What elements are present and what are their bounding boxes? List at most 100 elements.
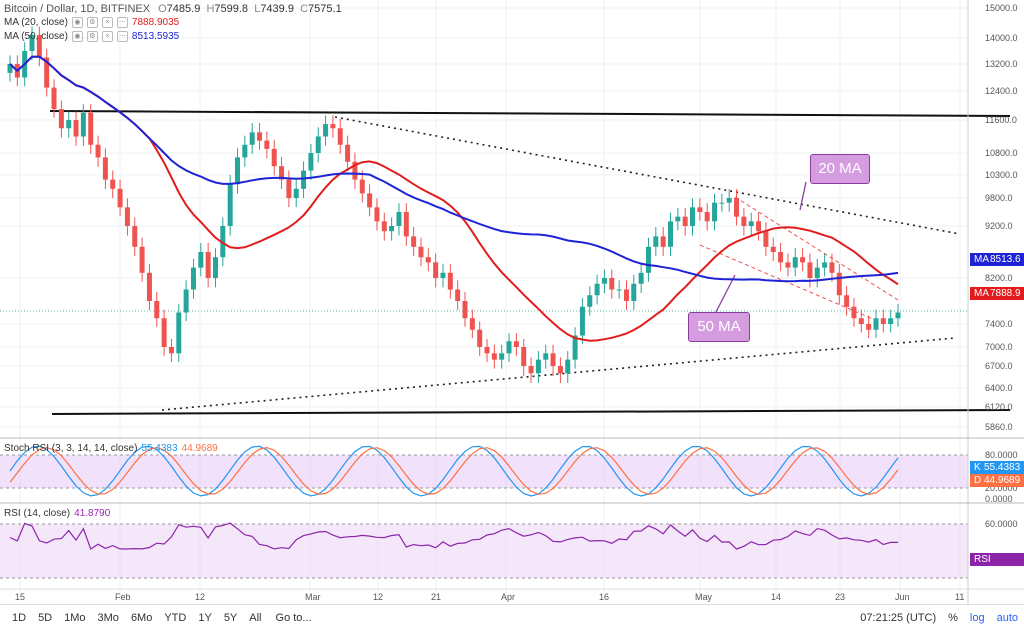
candle-body <box>212 257 218 278</box>
price-tick-label: 6700.0 <box>985 361 1013 371</box>
candle-body <box>506 341 512 354</box>
candle-body <box>550 353 556 366</box>
candle-body <box>557 366 563 374</box>
candle-body <box>95 144 101 158</box>
candle-body <box>697 207 703 212</box>
rsi-value-label: RSI41.8790 <box>970 553 1024 578</box>
candle-body <box>477 329 483 347</box>
candle-body <box>726 198 732 203</box>
close-icon[interactable]: × <box>101 17 113 28</box>
candle-body <box>124 207 130 226</box>
candle-body <box>161 318 167 347</box>
candle-body <box>73 120 79 137</box>
clock-readout: 07:21:25 (UTC) <box>860 612 937 624</box>
candle-body <box>352 161 358 180</box>
candle-body <box>645 246 651 273</box>
price-tick-label: 5860.0 <box>985 422 1013 432</box>
candle-body <box>337 128 343 145</box>
auto-toggle[interactable]: auto <box>996 612 1018 624</box>
candle-body <box>807 262 813 278</box>
candle-body <box>323 124 329 137</box>
candle-body <box>741 216 747 226</box>
candle-body <box>594 283 600 296</box>
more-icon[interactable]: ⋯ <box>116 31 128 42</box>
chart-header: Bitcoin / Dollar, 1D, BITFINEX O7485.9 H… <box>0 0 342 17</box>
candle-body <box>205 252 211 278</box>
time-tick-label: 15 <box>15 592 25 602</box>
stoch-rsi-legend[interactable]: Stoch RSI (3, 3, 14, 14, close) 55.4383 … <box>4 443 218 454</box>
ma50-price-label: MA8513.6 <box>970 253 1024 266</box>
candle-body <box>403 212 409 237</box>
candle-body <box>271 148 277 167</box>
timeframe-5d[interactable]: 5D <box>38 612 53 624</box>
candle-body <box>601 278 607 284</box>
timeframe-1y[interactable]: 1Y <box>198 612 212 624</box>
candle-body <box>176 312 182 354</box>
price-tick-label: 7400.0 <box>985 319 1013 329</box>
candle-body <box>235 157 241 185</box>
descending-trendline <box>334 116 961 235</box>
candle-body <box>132 226 138 247</box>
timeframe-5y[interactable]: 5Y <box>223 612 238 624</box>
candle-body <box>396 212 402 226</box>
annotation-pointer <box>715 274 736 313</box>
resistance-line <box>49 110 1011 117</box>
rsi-legend[interactable]: RSI (14, close) 41.8790 <box>4 508 111 519</box>
bottom-toolbar: 1D 5D 1Mo 3Mo 6Mo YTD 1Y 5Y All Go to...… <box>0 604 1024 631</box>
ma50-annotation[interactable]: 50 MA <box>688 312 750 342</box>
candle-body <box>279 166 285 180</box>
price-tick-label: 11600.0 <box>985 115 1017 125</box>
percent-toggle[interactable]: % <box>948 612 958 624</box>
timeframe-1mo[interactable]: 1Mo <box>64 612 86 624</box>
candle-body <box>469 318 475 330</box>
stoch-axis-label: 20.0000 <box>985 483 1018 493</box>
candle-body <box>315 136 321 153</box>
candle-body <box>51 87 57 110</box>
timeframe-all[interactable]: All <box>249 612 262 624</box>
candle-body <box>58 109 64 129</box>
settings-icon[interactable]: ⚙ <box>86 31 98 42</box>
candle-body <box>844 295 850 307</box>
stoch-k-line <box>9 445 899 497</box>
time-tick-label: 14 <box>771 592 781 602</box>
candle-body <box>690 207 696 226</box>
more-icon[interactable]: ⋯ <box>116 17 128 28</box>
candle-body <box>521 347 527 366</box>
eye-icon[interactable]: ◉ <box>71 17 83 28</box>
timeframe-ytd[interactable]: YTD <box>164 612 187 624</box>
time-tick-label: Mar <box>305 592 321 602</box>
candle-body <box>667 221 673 247</box>
candle-body <box>154 301 160 319</box>
price-tick-label: 13200.0 <box>985 59 1018 69</box>
timeframe-1d[interactable]: 1D <box>12 612 27 624</box>
candle-body <box>579 306 585 336</box>
goto-button[interactable]: Go to... <box>275 612 312 624</box>
time-tick-label: Jun <box>895 592 910 602</box>
close-icon[interactable]: × <box>101 31 113 42</box>
candle-body <box>712 202 718 222</box>
timeframe-3mo[interactable]: 3Mo <box>97 612 119 624</box>
ma20-legend[interactable]: MA (20, close) ◉ ⚙ × ⋯ 7888.9035 <box>4 17 180 28</box>
candle-body <box>7 64 13 73</box>
time-tick-label: May <box>695 592 713 602</box>
log-toggle[interactable]: log <box>969 612 985 624</box>
candle-body <box>264 140 270 149</box>
candle-body <box>418 246 424 258</box>
time-tick-label: 11 <box>955 592 964 602</box>
price-tick-label: 6400.0 <box>985 383 1013 393</box>
candle-body <box>785 262 791 268</box>
candle-body <box>447 272 453 290</box>
candle-body <box>858 318 864 324</box>
ma20-price-label: MA7888.9 <box>970 287 1024 300</box>
candle-body <box>770 246 776 252</box>
settings-icon[interactable]: ⚙ <box>86 17 98 28</box>
timeframe-6mo[interactable]: 6Mo <box>130 612 153 624</box>
ma20-annotation[interactable]: 20 MA <box>810 154 870 184</box>
ma50-legend[interactable]: MA (50, close) ◉ ⚙ × ⋯ 8513.5935 <box>4 31 180 42</box>
candle-body <box>389 226 395 232</box>
eye-icon[interactable]: ◉ <box>71 31 83 42</box>
price-tick-label: 12400.0 <box>985 86 1018 96</box>
candle-body <box>139 246 145 273</box>
candle-body <box>88 112 94 145</box>
